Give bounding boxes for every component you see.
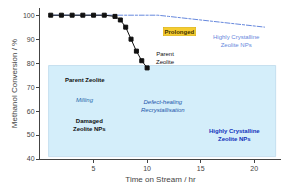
svg-text:100: 100 <box>23 12 35 19</box>
svg-text:5: 5 <box>92 165 96 172</box>
svg-text:70: 70 <box>27 84 35 91</box>
svg-text:Highly CrystallineZeolite NPs: Highly CrystallineZeolite NPs <box>213 34 260 48</box>
svg-text:ParentZeolite: ParentZeolite <box>156 51 175 65</box>
svg-text:90: 90 <box>27 36 35 43</box>
svg-text:80: 80 <box>27 60 35 67</box>
svg-text:Highly CrystallineZeolite NPs: Highly CrystallineZeolite NPs <box>209 128 260 142</box>
svg-text:10: 10 <box>143 165 151 172</box>
svg-text:Prolonged: Prolonged <box>165 29 195 35</box>
svg-text:15: 15 <box>197 165 205 172</box>
svg-text:60: 60 <box>27 108 35 115</box>
svg-text:Methanol Conversion / %: Methanol Conversion / % <box>10 39 19 128</box>
svg-text:50: 50 <box>27 131 35 138</box>
svg-text:Milling: Milling <box>76 97 94 103</box>
svg-text:20: 20 <box>250 165 258 172</box>
svg-text:Parent Zeolite: Parent Zeolite <box>65 77 105 83</box>
svg-text:40: 40 <box>27 155 35 162</box>
svg-text:DamagedZeolite NPs: DamagedZeolite NPs <box>73 118 106 132</box>
svg-text:Defect-healingRecrystallisatio: Defect-healingRecrystallisation <box>141 99 185 113</box>
svg-text:Time on Stream / hr: Time on Stream / hr <box>125 175 196 184</box>
